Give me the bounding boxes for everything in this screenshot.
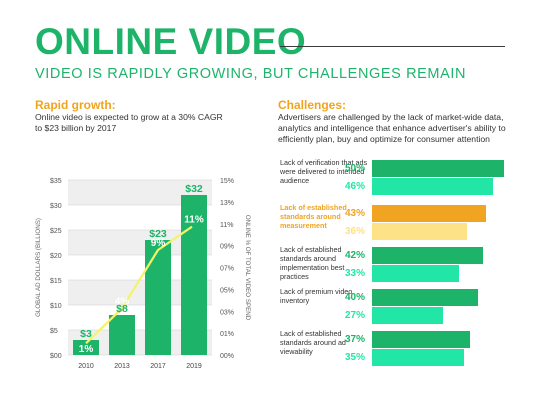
y2-tick-label: 15% [220,178,234,185]
y2-tick-label: 03% [220,309,234,316]
y2-tick-label: 13% [220,200,234,207]
challenge-label: Lack of verification that ads were deliv… [280,158,368,185]
challenge-bar [372,205,486,222]
x-tick-label: 2019 [186,363,202,370]
y-tick-label: $20 [50,253,62,260]
y2-tick-label: 01% [220,331,234,338]
growth-description: Online video is expected to grow at a 30… [35,112,223,133]
challenge-value-label: 35% [345,352,366,363]
challenge-label: Lack of premium video inventory [280,287,353,305]
x-tick-label: 2017 [150,363,166,370]
y-axis-title: GLOBAL AD DOLLARS (BILLIONS) [35,218,42,317]
challenge-label: Lack of established standards around mea… [280,203,347,230]
chart-labels: $3 2010 $8 2013 $23 2017 $32 2019 1% 4% 9% 11% $00 $5… [35,178,251,370]
challenge-bar [372,223,468,240]
chart-bar [145,240,171,355]
chart-bars [73,195,207,355]
challenge-bar [372,247,483,264]
challenge-bar [372,331,470,348]
page-title: ONLINE VIDEO [35,21,307,62]
y-tick-label: $25 [50,228,62,235]
challenge-bar [372,289,478,306]
challenge-value-label: 27% [345,310,366,321]
y2-axis-title: ONLINE % OF TOTAL VIDEO SPEND [244,215,251,321]
y2-tick-label: 00% [220,353,234,360]
challenge-value-label: 37% [345,334,366,345]
bar-value-label: $8 [116,303,128,315]
challenge-value-label: 36% [345,226,366,237]
y-tick-label: $15 [50,278,62,285]
chart-bar [73,340,99,355]
challenge-bar [372,307,444,324]
bar-value-label: $32 [185,183,203,195]
x-tick-label: 2013 [114,363,130,370]
challenge-bar [372,178,494,195]
chart-bar [109,315,135,355]
challenge-label: Lack of established standards around ad … [280,329,346,356]
challenge-value-label: 40% [345,292,366,303]
challenge-value-label: 46% [345,181,366,192]
y-tick-label: $30 [50,203,62,210]
bar-value-label: $23 [149,228,167,240]
title-divider [280,46,505,47]
challenge-value-label: 33% [345,268,366,279]
challenge-value-label: 50% [345,163,366,174]
y-tick-label: $10 [50,303,62,310]
challenges-heading: Challenges: [278,98,347,112]
y-tick-label: $00 [50,353,62,360]
chart-line-series [85,225,193,345]
y2-tick-label: 11% [220,222,234,229]
line-value-label: 9% [151,238,166,249]
chart-line [85,225,193,345]
challenge-value-label: 43% [345,208,366,219]
growth-heading: Rapid growth: [35,98,116,112]
challenge-label: Lack of established standards around imp… [280,245,345,281]
challenge-bar [372,160,504,177]
challenge-value-label: 42% [345,250,366,261]
challenge-bar [372,265,460,282]
line-value-label: 11% [184,215,204,226]
x-tick-label: 2010 [78,363,94,370]
chart-bar [181,195,207,355]
page-subtitle: VIDEO IS RAPIDLY GROWING, BUT CHALLENGES… [35,66,467,82]
line-value-label: 4% [115,296,130,307]
challenge-bar [372,349,465,366]
y-tick-label: $35 [50,178,62,185]
challenges-description: Advertisers are challenged by the lack o… [278,112,506,144]
y-tick-label: $5 [50,328,58,335]
line-value-label: 1% [79,344,94,355]
y2-tick-label: 09% [220,244,234,251]
bar-value-label: $3 [80,328,92,340]
y2-tick-label: 07% [220,266,234,273]
y2-tick-label: 05% [220,287,234,294]
